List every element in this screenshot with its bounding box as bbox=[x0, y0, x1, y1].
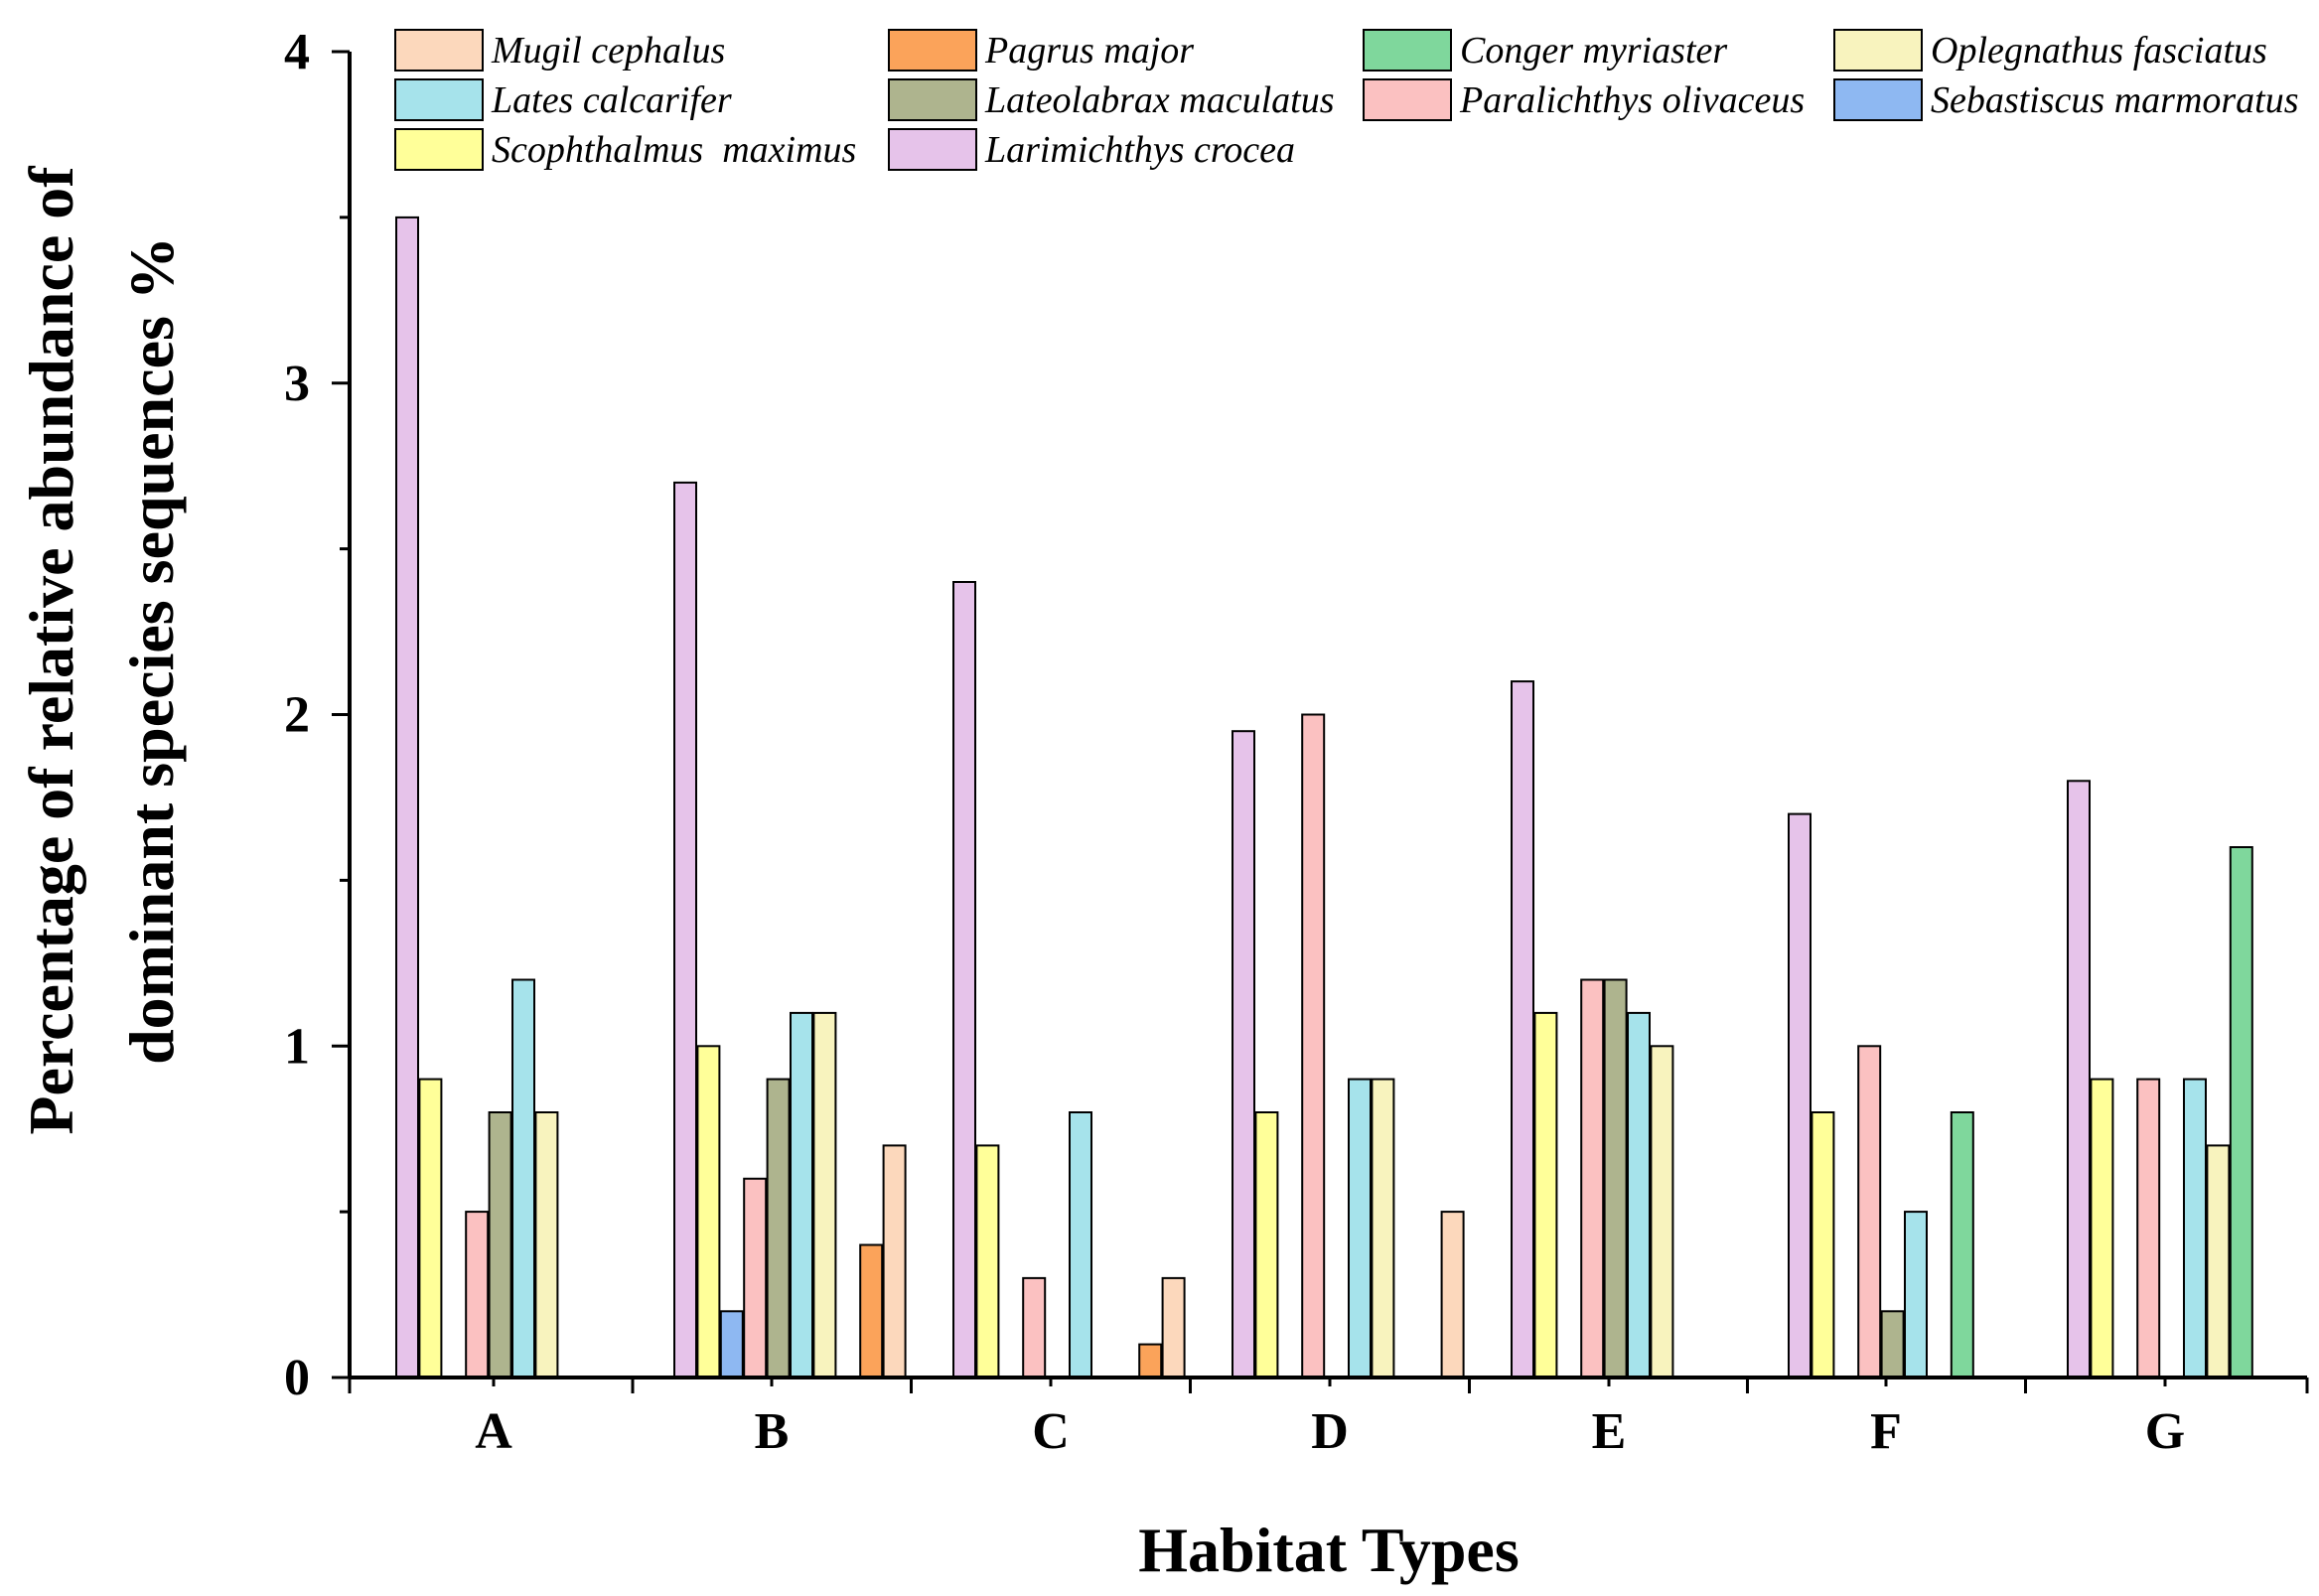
bar-C-pagrus-major bbox=[1138, 1343, 1163, 1378]
legend-label-lateolabrax-maculatus: Lateolabrax maculatus bbox=[984, 79, 1334, 121]
legend-swatch-paralichthys-olivaceus bbox=[1363, 78, 1452, 121]
bar-C-scophthalmus-maximus bbox=[975, 1144, 1000, 1379]
legend-label-oplegnathus-fasciatus: Oplegnathus fasciatus bbox=[1931, 30, 2267, 72]
bar-E-oplegnathus-fasciatus bbox=[1650, 1045, 1674, 1379]
bar-F-paralichthys-olivaceus bbox=[1857, 1045, 1882, 1379]
bar-E-paralichthys-olivaceus bbox=[1580, 978, 1605, 1378]
x-tick-label: F bbox=[1870, 1403, 1902, 1460]
legend-label-lates-calcarifer: Lates calcarifer bbox=[491, 79, 732, 121]
legend-swatch-sebastiscus-marmoratus bbox=[1833, 78, 1923, 121]
bar-F-larimichthys-crocea bbox=[1788, 812, 1812, 1378]
bar-B-sebastiscus-marmoratus bbox=[719, 1310, 744, 1379]
legend-swatch-larimichthys-crocea bbox=[888, 128, 977, 171]
bar-D-oplegnathus-fasciatus bbox=[1371, 1078, 1395, 1378]
bar-E-larimichthys-crocea bbox=[1511, 680, 1534, 1378]
bar-A-lateolabrax-maculatus bbox=[488, 1111, 512, 1378]
bar-D-lates-calcarifer bbox=[1348, 1078, 1372, 1378]
bar-D-mugil-cephalus bbox=[1440, 1211, 1465, 1378]
bar-F-scophthalmus-maximus bbox=[1811, 1111, 1835, 1378]
bar-G-larimichthys-crocea bbox=[2067, 780, 2091, 1379]
bar-C-larimichthys-crocea bbox=[952, 581, 976, 1378]
legend-label-paralichthys-olivaceus: Paralichthys olivaceus bbox=[1459, 79, 1805, 121]
x-axis-title: Habitat Types bbox=[1138, 1515, 1519, 1585]
bar-A-scophthalmus-maximus bbox=[418, 1078, 443, 1378]
bar-G-conger-myriaster bbox=[2229, 846, 2253, 1378]
x-tick-label: A bbox=[475, 1403, 512, 1460]
y-tick-label: 2 bbox=[284, 687, 310, 744]
legend-swatch-conger-myriaster bbox=[1363, 29, 1452, 72]
legend-label-pagrus-major: Pagrus major bbox=[984, 30, 1194, 72]
x-tick-label: D bbox=[1311, 1403, 1349, 1460]
bar-C-lates-calcarifer bbox=[1069, 1111, 1092, 1378]
legend-swatch-oplegnathus-fasciatus bbox=[1833, 29, 1923, 72]
y-tick-label: 0 bbox=[284, 1350, 310, 1406]
bar-E-lates-calcarifer bbox=[1627, 1011, 1651, 1379]
bar-G-scophthalmus-maximus bbox=[2090, 1078, 2114, 1378]
bar-A-paralichthys-olivaceus bbox=[465, 1211, 490, 1378]
legend-label-scophthalmus-maximus: Scophthalmus maximus bbox=[492, 129, 856, 171]
bar-B-larimichthys-crocea bbox=[673, 481, 697, 1378]
legend-swatch-lateolabrax-maculatus bbox=[888, 78, 977, 121]
x-tick-label: B bbox=[755, 1403, 790, 1460]
bar-A-oplegnathus-fasciatus bbox=[534, 1111, 559, 1378]
y-tick-label: 4 bbox=[284, 24, 310, 80]
bar-F-conger-myriaster bbox=[1950, 1111, 1974, 1378]
legend-swatch-mugil-cephalus bbox=[394, 29, 484, 72]
y-axis-title-line-1: Percentage of relative abundance of bbox=[16, 166, 86, 1135]
x-tick-label: E bbox=[1592, 1403, 1627, 1460]
legend: Mugil cephalus Pagrus major Conger myriast… bbox=[394, 29, 2299, 171]
bar-B-lateolabrax-maculatus bbox=[766, 1078, 791, 1378]
bar-B-mugil-cephalus bbox=[882, 1144, 907, 1379]
bar-G-paralichthys-olivaceus bbox=[2136, 1078, 2161, 1378]
bar-B-oplegnathus-fasciatus bbox=[812, 1011, 837, 1379]
bar-D-scophthalmus-maximus bbox=[1254, 1111, 1279, 1378]
y-tick-label: 3 bbox=[284, 356, 310, 412]
legend-swatch-scophthalmus-maximus bbox=[394, 128, 484, 171]
bar-G-oplegnathus-fasciatus bbox=[2206, 1144, 2231, 1379]
bar-F-lateolabrax-maculatus bbox=[1880, 1310, 1905, 1379]
bar-A-lates-calcarifer bbox=[511, 978, 535, 1378]
legend-swatch-lates-calcarifer bbox=[394, 78, 484, 121]
legend-label-conger-myriaster: Conger myriaster bbox=[1460, 30, 1727, 72]
legend-label-mugil-cephalus: Mugil cephalus bbox=[491, 30, 725, 72]
legend-label-larimichthys-crocea: Larimichthys crocea bbox=[984, 129, 1295, 171]
x-tick-label: G bbox=[2145, 1403, 2185, 1460]
bar-B-scophthalmus-maximus bbox=[696, 1045, 721, 1379]
bar-D-larimichthys-crocea bbox=[1232, 730, 1255, 1378]
bar-A-larimichthys-crocea bbox=[395, 216, 419, 1378]
y-axis-title-line-2: dominant species sequences % bbox=[116, 236, 187, 1065]
bar-C-mugil-cephalus bbox=[1161, 1276, 1186, 1379]
bar-B-pagrus-major bbox=[859, 1243, 884, 1378]
legend-label-sebastiscus-marmoratus: Sebastiscus marmoratus bbox=[1931, 79, 2299, 121]
bar-B-lates-calcarifer bbox=[790, 1011, 813, 1379]
bar-F-lates-calcarifer bbox=[1904, 1211, 1928, 1378]
x-tick-label: C bbox=[1032, 1403, 1070, 1460]
axes-layer: 0 1 2 3 4 A B C D E F G bbox=[284, 24, 2309, 1460]
bars-layer bbox=[395, 216, 2253, 1379]
bar-B-paralichthys-olivaceus bbox=[743, 1177, 768, 1379]
bar-G-lates-calcarifer bbox=[2183, 1078, 2207, 1378]
y-tick-label: 1 bbox=[284, 1018, 310, 1075]
bar-E-scophthalmus-maximus bbox=[1533, 1011, 1558, 1379]
bar-E-lateolabrax-maculatus bbox=[1603, 978, 1628, 1378]
bar-C-paralichthys-olivaceus bbox=[1022, 1276, 1047, 1379]
legend-swatch-pagrus-major bbox=[888, 29, 977, 72]
bar-D-paralichthys-olivaceus bbox=[1301, 713, 1326, 1378]
